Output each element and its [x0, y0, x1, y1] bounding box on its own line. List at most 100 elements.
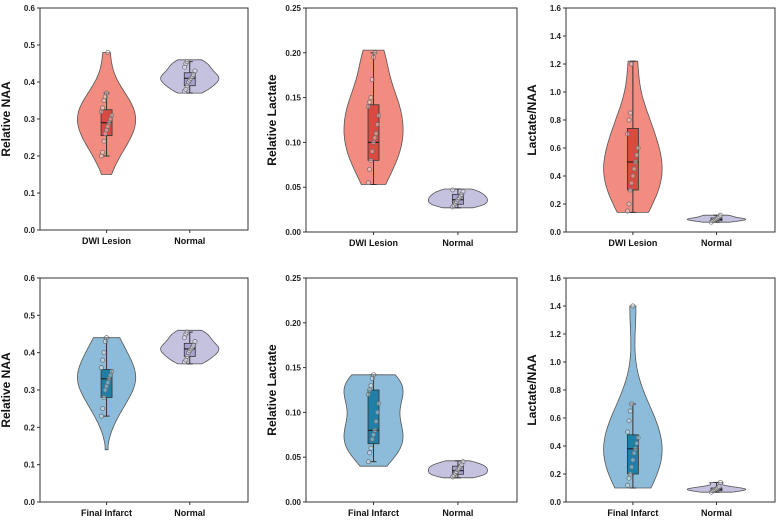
- data-point: [98, 413, 104, 419]
- x-tick-label: DWI Lesion: [349, 238, 398, 248]
- data-point: [365, 104, 371, 110]
- y-tick-label: 0.00: [285, 228, 301, 237]
- data-point: [367, 450, 373, 456]
- y-tick-label: 0.6: [550, 144, 562, 153]
- data-point: [633, 446, 638, 452]
- data-point: [192, 339, 198, 344]
- plot-frame: [39, 7, 249, 231]
- data-point: [625, 131, 631, 137]
- x-tick-label: Final Infarct: [607, 508, 658, 518]
- y-tick-label: 0.05: [285, 183, 301, 192]
- data-point: [376, 113, 382, 118]
- iqr-box: [183, 72, 196, 87]
- data-point: [626, 418, 632, 424]
- data-point: [100, 105, 106, 111]
- y-tick-label: 1.6: [550, 274, 562, 283]
- y-tick-label: 0.4: [550, 442, 562, 451]
- data-point: [367, 99, 373, 105]
- data-point: [450, 187, 456, 193]
- y-tick-label: 0.6: [550, 414, 562, 423]
- data-point: [368, 157, 374, 163]
- chart-panel-6: 0.0 0.2 0.4 0.6 0.8 1.0 1.2 1.4 1.6 Lactate/NAA Fi…: [525, 274, 776, 518]
- data-point: [100, 357, 106, 363]
- data-point: [627, 471, 633, 477]
- data-point: [627, 408, 633, 414]
- data-point: [630, 457, 636, 463]
- data-point: [625, 482, 631, 488]
- data-point: [372, 427, 378, 433]
- data-point: [371, 372, 376, 378]
- x-tick-label: Final Infarct: [81, 508, 132, 518]
- data-point: [630, 173, 636, 179]
- y-tick-label: 0.3: [24, 115, 36, 124]
- data-point: [369, 148, 375, 154]
- data-point: [192, 68, 198, 74]
- data-point: [373, 418, 379, 424]
- y-tick-label: 0.1: [24, 461, 36, 470]
- data-point: [373, 130, 379, 136]
- data-point: [625, 429, 631, 435]
- plot-frame: [565, 7, 776, 233]
- x-tick-label: Final Infarct: [348, 508, 399, 518]
- data-point: [101, 395, 107, 400]
- y-tick-label: 0.0: [24, 226, 36, 235]
- chart-panel-4: 0.0 0.1 0.2 0.3 0.4 0.5 0.6 Relative NAA Final I…: [0, 274, 249, 518]
- data-point: [101, 350, 107, 356]
- iqr-box: [367, 389, 380, 445]
- iqr-box: [626, 127, 639, 191]
- data-point: [365, 459, 371, 465]
- data-point: [717, 212, 723, 218]
- data-point: [368, 95, 374, 101]
- data-point: [631, 166, 637, 172]
- y-tick-label: 0.15: [285, 94, 301, 103]
- chart-panel-1: 0.0 0.1 0.2 0.3 0.4 0.5 0.6 Relative NAA DWI Les…: [0, 4, 249, 246]
- data-point: [634, 152, 640, 158]
- y-tick-label: 0.8: [550, 386, 562, 395]
- y-tick-label: 0.20: [285, 49, 301, 58]
- iqr-box: [183, 342, 196, 357]
- y-tick-label: 0.8: [550, 116, 562, 125]
- data-point: [376, 400, 382, 406]
- data-point: [629, 61, 635, 67]
- violin-final-infarct: [603, 305, 663, 489]
- y-axis-label: Relative NAA: [0, 352, 13, 428]
- y-tick-label: 0.6: [24, 4, 36, 13]
- y-tick-label: 0.4: [24, 349, 36, 358]
- data-point: [372, 50, 378, 56]
- iqr-box: [367, 104, 380, 161]
- data-point: [627, 187, 633, 193]
- x-tick-label: Normal: [174, 508, 205, 518]
- y-tick-label: 0.15: [285, 364, 301, 373]
- data-point: [460, 189, 466, 195]
- y-tick-label: 0.6: [24, 274, 36, 283]
- y-tick-label: 0.2: [550, 470, 562, 479]
- y-tick-label: 0.25: [285, 4, 301, 13]
- y-tick-label: 0.3: [24, 386, 36, 395]
- y-tick-label: 1.4: [550, 302, 562, 311]
- y-tick-label: 1.2: [550, 330, 562, 339]
- data-point: [100, 406, 106, 412]
- data-point: [184, 59, 190, 65]
- data-point: [184, 329, 190, 335]
- y-tick-label: 1.0: [550, 88, 562, 97]
- x-tick-label: Normal: [442, 508, 473, 518]
- data-point: [633, 159, 638, 165]
- chart-panel-2: 0.00 0.05 0.10 0.15 0.20 0.25 Relative Lactate…: [265, 4, 518, 248]
- data-point: [369, 77, 375, 83]
- x-tick-label: Normal: [701, 508, 732, 518]
- y-tick-label: 0.2: [24, 152, 36, 161]
- data-point: [626, 475, 632, 481]
- data-point: [459, 191, 465, 197]
- data-point: [109, 112, 115, 118]
- data-point: [634, 440, 640, 446]
- y-tick-label: 0.25: [285, 274, 301, 283]
- data-point: [372, 135, 378, 141]
- data-point: [630, 303, 636, 309]
- data-point: [631, 450, 637, 456]
- y-tick-label: 1.6: [550, 4, 562, 13]
- data-point: [369, 436, 375, 442]
- data-point: [367, 166, 373, 172]
- x-tick-label: DWI Lesion: [82, 236, 131, 246]
- data-point: [625, 208, 631, 214]
